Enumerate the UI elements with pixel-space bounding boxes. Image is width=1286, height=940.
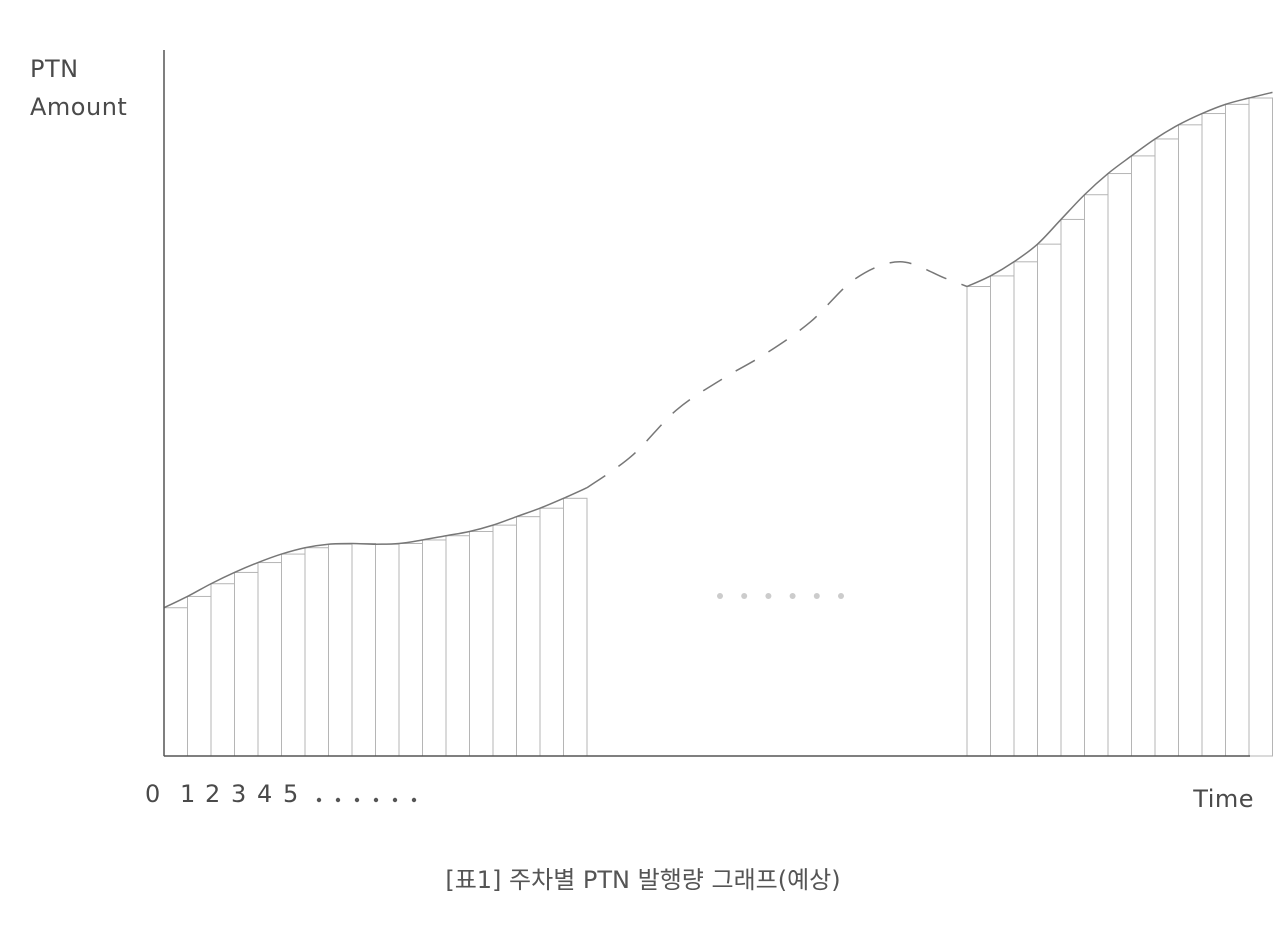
gap-ellipsis-dot [813, 593, 820, 599]
gap-ellipsis-dot [741, 593, 748, 599]
bar-late-6 [1107, 173, 1132, 757]
gap-ellipsis-dot [765, 593, 772, 599]
x-tick-label-0: 0 [145, 780, 161, 808]
x-tick-ellipsis-dot [392, 797, 398, 803]
bar-early-14 [492, 524, 517, 757]
x-tick-ellipsis-dot [411, 797, 417, 803]
bar-early-5 [281, 553, 306, 757]
bar-late-2 [1013, 261, 1038, 757]
bar-early-1 [187, 595, 212, 757]
bar-early-0 [163, 607, 188, 757]
x-tick-label-3: 3 [231, 780, 247, 808]
y-axis-label-line1: PTN [30, 55, 79, 83]
bar-early-17 [563, 497, 588, 757]
bar-late-8 [1154, 138, 1179, 757]
x-tick-ellipsis [316, 797, 417, 803]
gap-ellipsis-dot [789, 593, 796, 599]
bar-early-10 [398, 542, 423, 757]
bar-early-11 [422, 539, 447, 757]
x-tick-label-1: 1 [180, 780, 196, 808]
bars-group [163, 97, 1273, 757]
gap-ellipsis-dot [838, 593, 844, 599]
bar-early-7 [328, 543, 353, 757]
x-axis-label: Time [1193, 785, 1254, 813]
bar-early-6 [304, 547, 329, 757]
x-tick-ellipsis-dot [354, 797, 360, 803]
bar-early-15 [516, 516, 541, 757]
bar-late-10 [1201, 113, 1226, 757]
bar-early-3 [234, 571, 259, 757]
x-tick-ellipsis-dot [373, 797, 379, 803]
curve-early [163, 487, 588, 609]
bar-early-13 [469, 530, 494, 757]
chart-caption: [표1] 주차별 PTN 발행량 그래프(예상) [445, 866, 841, 894]
x-tick-ellipsis-dot [335, 797, 341, 803]
curve-late [966, 91, 1273, 288]
bar-early-8 [351, 542, 376, 757]
x-tick-ellipsis-dot [316, 797, 322, 803]
gap-ellipsis-dot [717, 593, 723, 599]
x-tick-label-2: 2 [205, 780, 221, 808]
x-tick-label-5: 5 [283, 780, 299, 808]
y-axis-label-line2: Amount [30, 93, 128, 121]
bar-early-16 [539, 507, 564, 757]
bar-late-4 [1060, 218, 1085, 757]
x-tick-label-4: 4 [257, 780, 273, 808]
bar-early-2 [210, 583, 235, 757]
bar-late-3 [1037, 243, 1062, 757]
bar-early-12 [445, 535, 470, 757]
bar-early-4 [257, 562, 282, 757]
bar-late-0 [966, 286, 991, 757]
bar-late-5 [1084, 194, 1109, 757]
bar-early-9 [375, 543, 400, 757]
bar-late-7 [1131, 155, 1156, 757]
curves-group [163, 91, 1273, 609]
bar-late-11 [1225, 103, 1250, 757]
gap-ellipsis [717, 593, 844, 599]
y-axis-label: PTN Amount [30, 50, 160, 126]
bar-late-9 [1178, 124, 1203, 757]
bar-late-12 [1248, 97, 1273, 757]
curve-dashed [586, 261, 968, 489]
bar-late-1 [990, 275, 1015, 757]
